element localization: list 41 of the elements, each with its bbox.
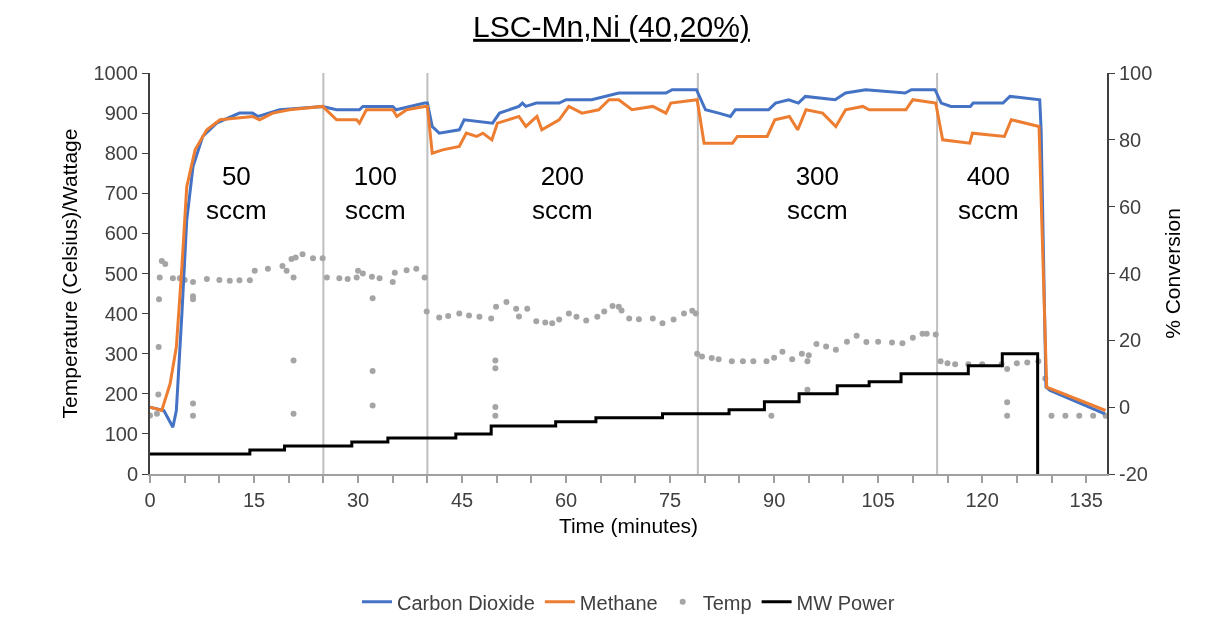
y-tick-label: 900 xyxy=(104,102,138,125)
x-tick-label: 60 xyxy=(554,489,578,511)
legend-label: Temp xyxy=(702,591,752,614)
y-tick-label: 600 xyxy=(104,222,138,245)
annotation: 300 sccm xyxy=(787,161,848,225)
y2-tick-label: 100 xyxy=(1119,62,1153,84)
y-tick-label: 800 xyxy=(104,142,138,165)
y-tick-label: 500 xyxy=(104,262,138,285)
y-tick-label: 0 xyxy=(126,463,138,485)
legend-label: MW Power xyxy=(796,591,895,614)
y-tick-label: 100 xyxy=(104,422,138,445)
y-tick-label: 200 xyxy=(104,382,138,405)
annotation: 100 sccm xyxy=(345,161,406,225)
chart-title: LSC-Mn,Ni (40,20%) xyxy=(473,9,750,43)
y-tick-label: 400 xyxy=(104,302,138,325)
y-tick-label: 300 xyxy=(104,342,138,365)
annotation: 50 sccm xyxy=(206,161,267,225)
x-tick-label: 120 xyxy=(965,489,999,511)
y2-tick-label: 60 xyxy=(1119,195,1142,218)
x-tick-label: 105 xyxy=(861,489,895,511)
legend-label: Carbon Dioxide xyxy=(397,591,535,614)
y2-axis-title: % Conversion xyxy=(1161,208,1185,339)
y2-tick-label: 20 xyxy=(1119,329,1142,352)
x-tick-label: 90 xyxy=(763,489,786,511)
x-tick-label: 15 xyxy=(242,489,266,511)
annotation: 400 sccm xyxy=(958,161,1019,225)
x-tick-label: 75 xyxy=(658,489,682,511)
y2-tick-label: 80 xyxy=(1119,128,1142,151)
y2-tick-label: 40 xyxy=(1119,262,1142,285)
legend-label: Methane xyxy=(579,591,658,614)
x-tick-label: 45 xyxy=(450,489,474,511)
y-axis-title: Temperature (Celsius)/Wattage xyxy=(58,128,82,419)
x-tick-label: 30 xyxy=(346,489,370,511)
annotation: 200 sccm xyxy=(532,161,593,225)
x-axis-title: Time (minutes) xyxy=(558,513,699,537)
y-tick-label: 700 xyxy=(104,182,138,205)
y2-tick-label: -20 xyxy=(1119,463,1148,485)
y-tick-label: 1000 xyxy=(93,62,138,84)
x-tick-label: 0 xyxy=(144,489,156,511)
x-tick-label: 135 xyxy=(1069,489,1103,511)
y2-tick-label: 0 xyxy=(1119,396,1131,419)
